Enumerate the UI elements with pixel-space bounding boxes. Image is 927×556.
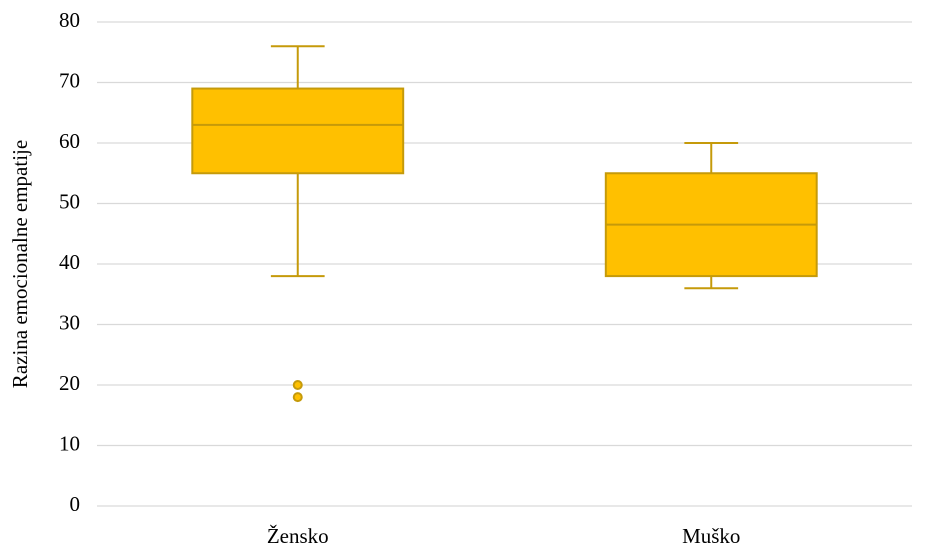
y-axis-label: Razina emocionalne empatije [8,140,32,388]
x-tick-label: Muško [682,524,740,548]
y-tick-label: 70 [59,68,80,92]
outlier [292,392,303,403]
y-tick-label: 10 [59,431,80,455]
y-tick-label: 60 [59,129,80,153]
y-tick-label: 20 [59,371,80,395]
y-tick-label: 30 [59,310,80,334]
y-tick-label: 80 [59,8,80,32]
x-tick-label: Žensko [267,524,329,548]
box [191,87,405,175]
y-tick-label: 40 [59,250,80,274]
outlier [292,380,303,390]
y-tick-label: 0 [70,492,81,516]
y-tick-label: 50 [59,189,80,213]
